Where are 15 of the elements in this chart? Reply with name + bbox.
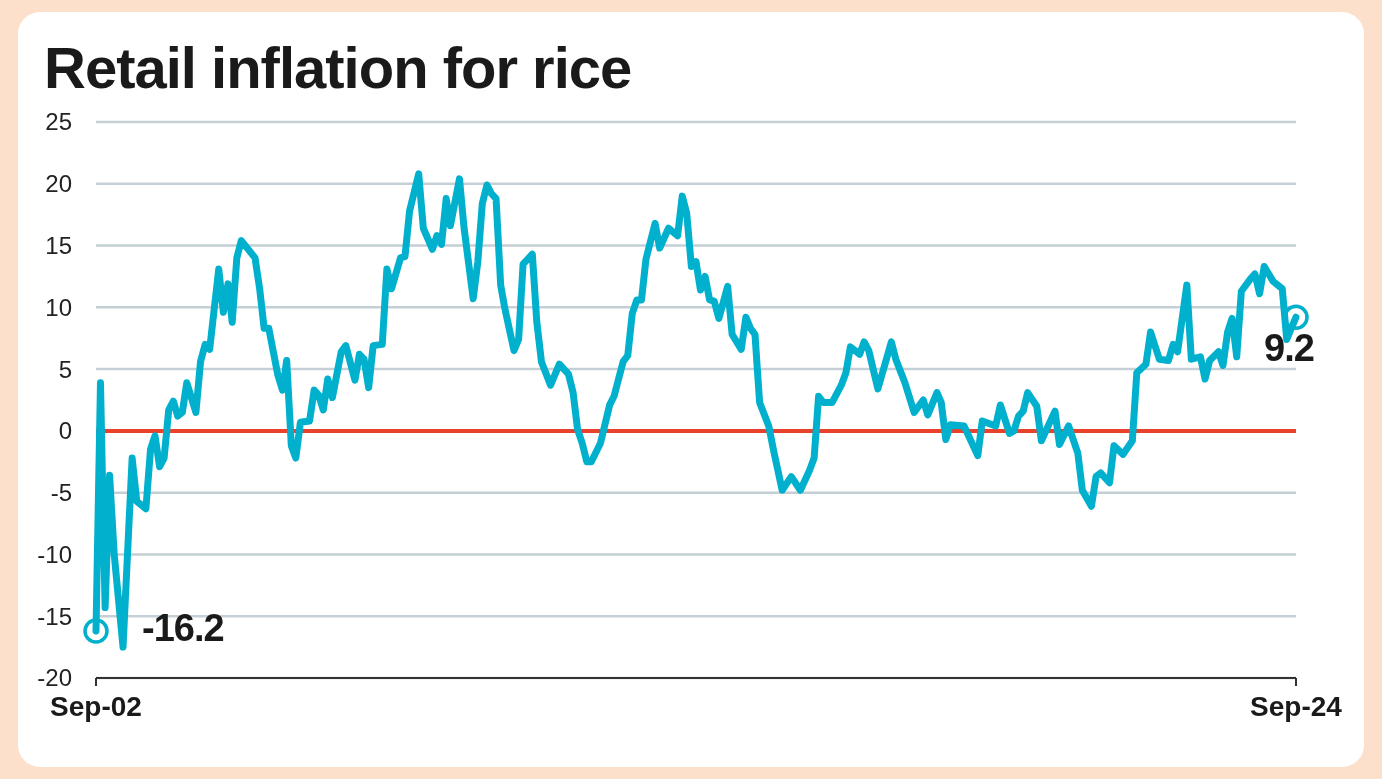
y-tick-label: 15: [45, 231, 72, 259]
y-tick-label: -20: [37, 664, 72, 692]
y-tick-label: 10: [45, 293, 72, 321]
y-tick-label: -10: [37, 540, 72, 568]
y-tick-label: 5: [58, 355, 72, 383]
x-tick-label: Sep-02: [50, 691, 142, 722]
y-tick-label: -5: [50, 479, 72, 507]
annotation: 9.2: [1264, 327, 1314, 370]
annotation: -16.2: [142, 607, 224, 650]
y-tick-label: -15: [37, 602, 72, 630]
chart-title: Retail inflation for rice: [44, 35, 632, 100]
y-tick-label: 0: [58, 417, 72, 445]
y-tick-label: 20: [45, 170, 72, 198]
x-tick-label: Sep-24: [1250, 691, 1343, 722]
y-tick-label: 25: [45, 108, 72, 136]
